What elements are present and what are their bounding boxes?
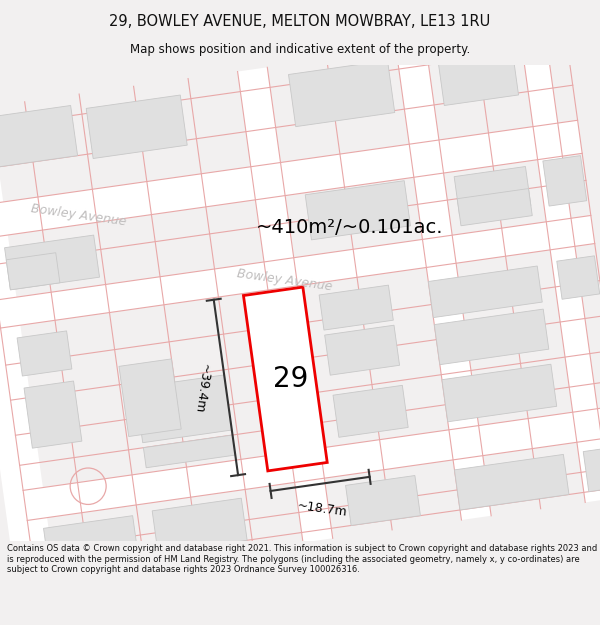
- Polygon shape: [305, 181, 410, 240]
- Polygon shape: [0, 216, 595, 328]
- Polygon shape: [86, 95, 187, 159]
- Polygon shape: [44, 516, 139, 571]
- Polygon shape: [0, 106, 77, 168]
- Polygon shape: [135, 375, 232, 442]
- Polygon shape: [428, 266, 542, 318]
- Polygon shape: [119, 359, 181, 436]
- Polygon shape: [434, 309, 549, 364]
- Text: ~39.4m: ~39.4m: [192, 362, 212, 414]
- Polygon shape: [346, 476, 421, 526]
- Polygon shape: [6, 253, 60, 290]
- Polygon shape: [454, 454, 569, 510]
- Polygon shape: [442, 364, 557, 422]
- Polygon shape: [543, 156, 587, 206]
- Polygon shape: [325, 325, 400, 375]
- Text: Map shows position and indicative extent of the property.: Map shows position and indicative extent…: [130, 43, 470, 56]
- Polygon shape: [289, 61, 395, 127]
- Text: Bowley Avenue: Bowley Avenue: [236, 267, 334, 293]
- Text: 29, BOWLEY AVENUE, MELTON MOWBRAY, LE13 1RU: 29, BOWLEY AVENUE, MELTON MOWBRAY, LE13 …: [109, 14, 491, 29]
- Text: ~410m²/~0.101ac.: ~410m²/~0.101ac.: [256, 217, 444, 237]
- Polygon shape: [583, 446, 600, 492]
- Text: Contains OS data © Crown copyright and database right 2021. This information is : Contains OS data © Crown copyright and d…: [7, 544, 598, 574]
- Polygon shape: [396, 45, 491, 520]
- Polygon shape: [457, 189, 532, 226]
- Polygon shape: [319, 285, 393, 330]
- Polygon shape: [437, 43, 518, 106]
- Text: Bowley Avenue: Bowley Avenue: [31, 202, 127, 229]
- Polygon shape: [0, 120, 582, 238]
- Polygon shape: [5, 235, 100, 290]
- Polygon shape: [557, 256, 599, 299]
- Polygon shape: [0, 107, 55, 583]
- Polygon shape: [17, 331, 72, 376]
- Text: 29: 29: [272, 365, 308, 393]
- Polygon shape: [238, 68, 333, 542]
- Text: ~18.7m: ~18.7m: [296, 499, 348, 519]
- Polygon shape: [244, 287, 327, 471]
- Polygon shape: [143, 435, 235, 468]
- Polygon shape: [23, 406, 600, 521]
- Polygon shape: [24, 381, 82, 448]
- Polygon shape: [333, 386, 408, 438]
- Polygon shape: [454, 166, 531, 216]
- Polygon shape: [152, 498, 247, 553]
- Polygon shape: [520, 28, 600, 502]
